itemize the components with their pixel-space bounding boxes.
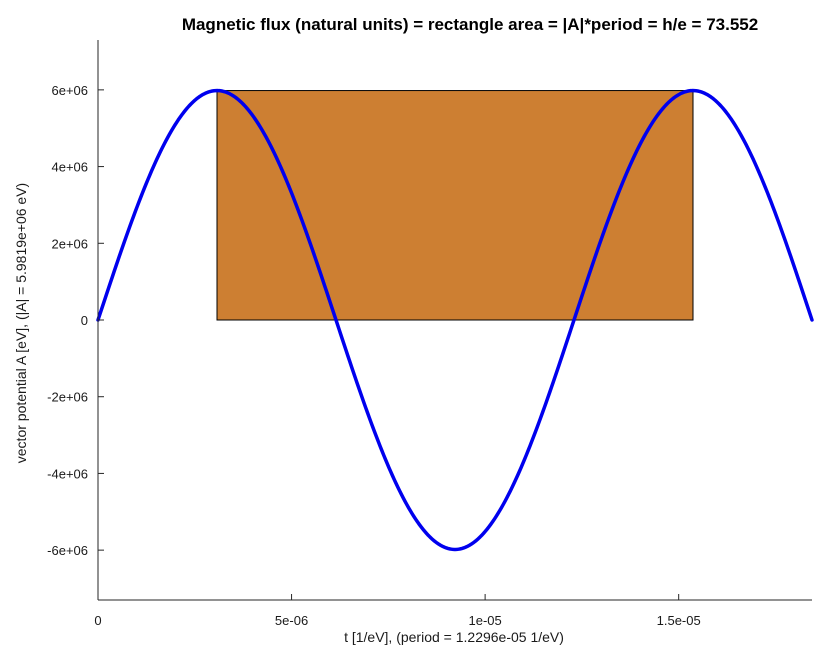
y-axis-ticks: -6e+06 -4e+06 -2e+06 0 2e+06 4e+06 6e+06 <box>47 83 104 558</box>
x-axis-label: t [1/eV], (period = 1.2296e-05 1/eV) <box>344 629 564 645</box>
plot-area <box>96 88 814 552</box>
series-sine-curve <box>96 88 814 552</box>
x-tick-label: 1e-05 <box>468 613 501 628</box>
y-tick-label: 0 <box>81 313 88 328</box>
y-tick-label: -2e+06 <box>47 390 88 405</box>
y-axis-label: vector potential A [eV], (|A| = 5.9819e+… <box>13 183 29 463</box>
y-tick-label: 6e+06 <box>51 83 88 98</box>
y-tick-label: -4e+06 <box>47 466 88 481</box>
x-axis-ticks: 0 5e-06 1e-05 1.5e-05 <box>94 594 701 628</box>
y-tick-label: 2e+06 <box>51 236 88 251</box>
x-tick-label: 5e-06 <box>275 613 308 628</box>
flux-rectangle <box>216 90 694 321</box>
x-tick-label: 0 <box>94 613 101 628</box>
chart-title: Magnetic flux (natural units) = rectangl… <box>182 15 758 34</box>
y-tick-label: 4e+06 <box>51 160 88 175</box>
x-tick-label: 1.5e-05 <box>657 613 701 628</box>
y-tick-label: -6e+06 <box>47 543 88 558</box>
